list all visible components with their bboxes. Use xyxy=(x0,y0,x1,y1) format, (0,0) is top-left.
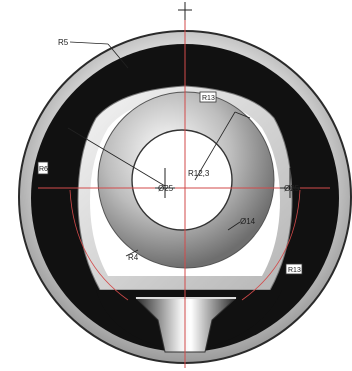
leader-r12-3 xyxy=(194,111,236,181)
red-arc-left xyxy=(69,189,129,301)
leader-r4 xyxy=(125,249,139,257)
label-r5: R5 xyxy=(58,38,69,47)
label-d25-left: Ø25 xyxy=(158,184,174,193)
inner-bore xyxy=(131,129,233,231)
label-r13-top: R13 xyxy=(202,95,215,102)
label-r6: R6 xyxy=(39,166,48,173)
leader-r12-3-tail xyxy=(234,111,251,119)
leader-d14 xyxy=(227,221,241,231)
label-box-r6 xyxy=(37,161,49,175)
leader-r5-to-ring xyxy=(107,43,129,69)
label-d14: Ø14 xyxy=(240,217,256,226)
red-arc-right xyxy=(241,189,301,301)
label-r4: R4 xyxy=(128,253,139,262)
label-box-r13-top xyxy=(199,91,217,103)
label-box-r13-right xyxy=(285,263,303,275)
label-r12-3: R12,3 xyxy=(188,169,210,178)
leader-radius-long xyxy=(67,127,166,187)
label-r13-right: R13 xyxy=(288,267,301,274)
leader-r5 xyxy=(69,41,109,45)
label-d25-right: Ø25 xyxy=(284,184,300,193)
